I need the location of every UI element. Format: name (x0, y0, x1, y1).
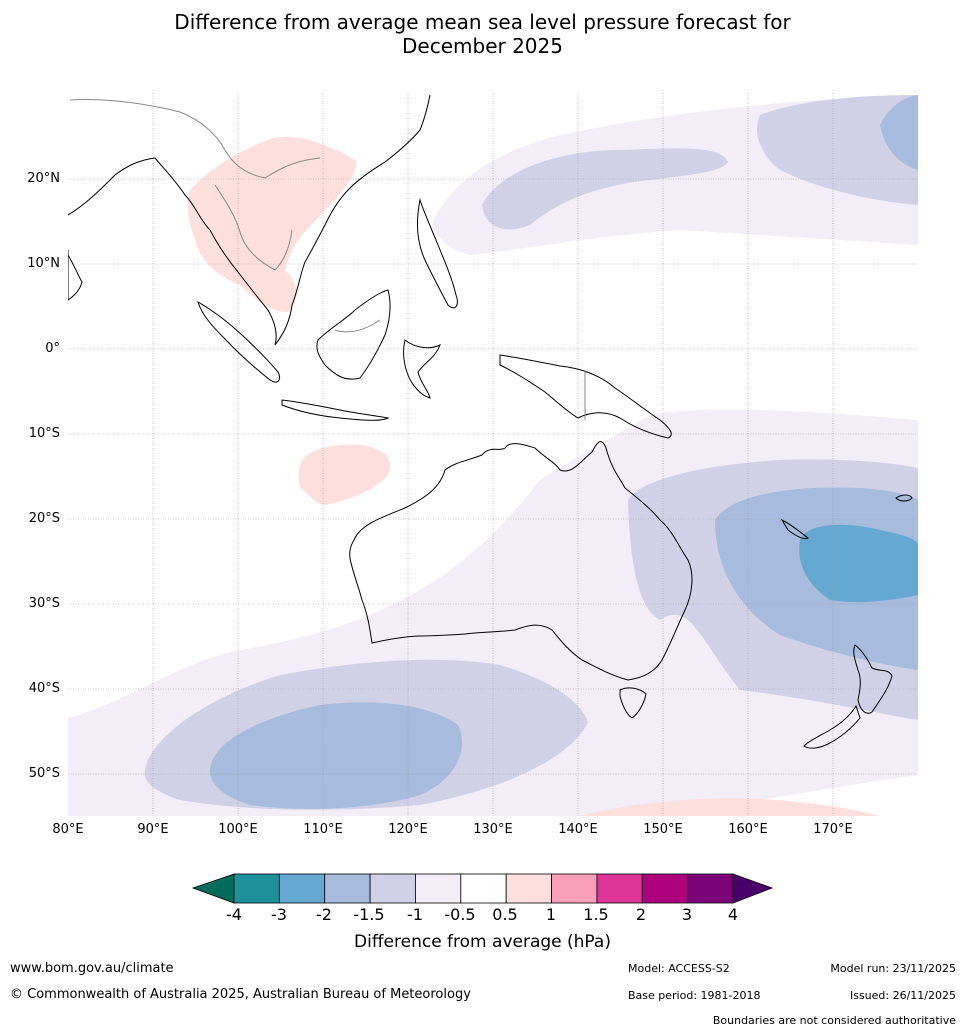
cbar-tick-1: 1 (545, 905, 557, 924)
graticule (68, 93, 918, 816)
colorbar-cell-5 (460, 873, 507, 904)
lon-label-120e: 120°E (388, 822, 428, 837)
cbar-tick-4: 4 (727, 905, 739, 924)
band-minus-2-east (799, 524, 918, 603)
lon-label-150e: 150°E (643, 822, 683, 837)
philippines-coast (417, 198, 458, 309)
band-plus-0-5-indian-ocean (298, 444, 391, 505)
lat-label-0: 0° (45, 341, 60, 356)
lon-label-80e: 80°E (52, 822, 84, 837)
band-minus-1-north (482, 148, 728, 230)
tasmania-coast (619, 687, 647, 719)
band-minus-1-5-southwest (209, 702, 463, 809)
title-line-1: Difference from average mean sea level p… (174, 10, 791, 34)
border-borneo (334, 319, 381, 333)
colorbar-over-arrow (732, 873, 774, 904)
colorbar-cell-0 (233, 873, 280, 904)
anomaly-field (68, 93, 918, 816)
lat-label-10s: 10°S (28, 426, 60, 441)
india-coast (68, 250, 83, 301)
colorbar-cell-4 (415, 873, 462, 904)
cbar-tick-1-5: 1.5 (583, 905, 609, 924)
cbar-tick-minus-1-5: -1.5 (353, 905, 385, 924)
colorbar-cell-1 (278, 873, 326, 904)
colorbar-cell-2 (324, 873, 371, 904)
java-coast (281, 399, 390, 421)
map-title: Difference from average mean sea level p… (0, 10, 965, 58)
footer-disclaimer: Boundaries are not considered authoritat… (712, 1014, 956, 1027)
footer-issued: Issued: 26/11/2025 (849, 989, 956, 1002)
cbar-tick-3: 3 (681, 905, 693, 924)
new-guinea-coast (499, 354, 672, 439)
cbar-tick-minus-2: -2 (316, 905, 332, 924)
lon-label-110e: 110°E (303, 822, 343, 837)
band-plus-0-5-south (580, 798, 880, 816)
new-caledonia-coast (780, 518, 809, 539)
footer-website[interactable]: www.bom.gov.au/climate (10, 961, 174, 976)
australia-coast (349, 441, 693, 681)
border-mainland-asia (69, 99, 321, 179)
lat-label-20n: 20°N (27, 171, 60, 186)
lon-label-160e: 160°E (728, 822, 768, 837)
cbar-tick-minus-0-5: -0.5 (444, 905, 476, 924)
colorbar-cell-9 (641, 873, 689, 904)
lat-label-30s: 30°S (28, 596, 60, 611)
band-minus-0-5-southwest-tail (68, 790, 120, 816)
band-minus-1-northeast (756, 95, 918, 205)
cbar-tick-minus-4: -4 (226, 905, 242, 924)
lat-label-10n: 10°N (27, 256, 60, 271)
colorbar-title: Difference from average (hPa) (354, 932, 611, 952)
asia-mainland-coast (68, 94, 431, 346)
cbar-tick-2: 2 (635, 905, 647, 924)
colorbar-cell-8 (596, 873, 643, 904)
coastlines (68, 94, 913, 749)
fiji-coast (895, 494, 913, 502)
colorbar-cell-7 (551, 873, 598, 904)
border-indochina (214, 184, 293, 271)
footer-base-period: Base period: 1981-2018 (628, 989, 761, 1002)
sumatra-coast (197, 300, 281, 383)
lat-label-40s: 40°S (28, 681, 60, 696)
lon-label-90e: 90°E (137, 822, 169, 837)
lon-label-140e: 140°E (558, 822, 598, 837)
cbar-tick-minus-3: -3 (271, 905, 287, 924)
footer-model-run: Model run: 23/11/2025 (830, 962, 956, 975)
colorbar-cell-3 (369, 873, 416, 904)
sulawesi-coast (403, 339, 441, 399)
footer-model: Model: ACCESS-S2 (628, 962, 730, 975)
colorbar (191, 873, 774, 904)
lat-label-50s: 50°S (28, 766, 60, 781)
colorbar-cell-10 (687, 873, 734, 904)
cbar-tick-0-5: 0.5 (492, 905, 518, 924)
title-line-2: December 2025 (402, 34, 563, 58)
footer-copyright: © Commonwealth of Australia 2025, Austra… (10, 987, 471, 1002)
lon-label-170e: 170°E (813, 822, 853, 837)
country-borders (69, 99, 586, 420)
band-minus-1-5-northeast (880, 95, 918, 170)
lat-label-20s: 20°S (28, 511, 60, 526)
lon-label-130e: 130°E (473, 822, 513, 837)
lon-label-100e: 100°E (218, 822, 258, 837)
new-zealand-north-coast (853, 644, 893, 714)
band-plus-0-5-indochina (187, 136, 357, 312)
cbar-tick-minus-1: -1 (407, 905, 423, 924)
borneo-coast (316, 289, 391, 380)
colorbar-cell-6 (505, 873, 552, 904)
new-zealand-south-coast (803, 704, 861, 749)
colorbar-under-arrow (191, 873, 235, 904)
